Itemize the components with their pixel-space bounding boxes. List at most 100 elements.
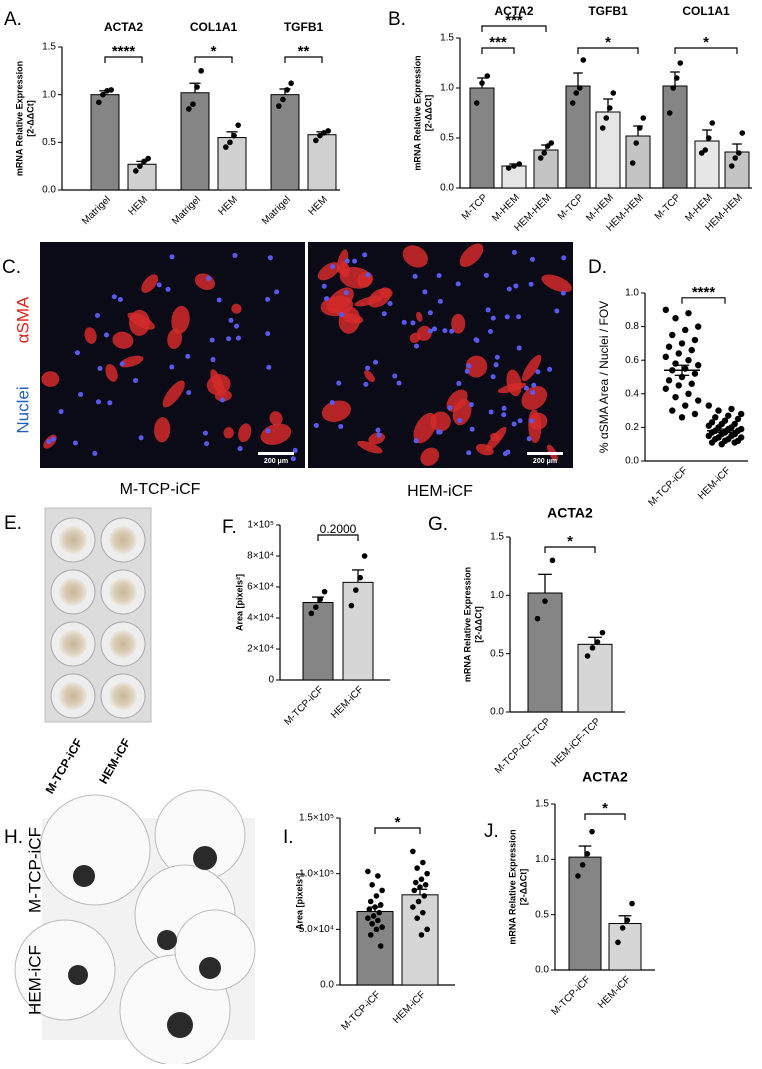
- nucleus: [344, 258, 350, 264]
- nucleus: [396, 380, 402, 386]
- nucleus: [376, 432, 382, 438]
- well: [14, 919, 116, 1021]
- data-point: [629, 160, 636, 166]
- nucleus: [387, 300, 393, 306]
- data-point: [672, 315, 679, 322]
- cell: [342, 313, 364, 324]
- nucleus: [324, 296, 330, 302]
- spheroid: [167, 1012, 193, 1038]
- data-point: [537, 155, 544, 161]
- data-point: [728, 405, 735, 413]
- nucleus: [46, 439, 52, 445]
- spheroid: [73, 865, 95, 887]
- data-point: [691, 410, 699, 418]
- nucleus: [186, 390, 192, 396]
- data-point: [606, 105, 613, 111]
- data-point: [735, 150, 742, 156]
- nucleus: [210, 357, 216, 363]
- bar: [217, 137, 247, 191]
- data-point: [375, 873, 381, 879]
- nucleus: [464, 368, 470, 374]
- data-point: [288, 80, 294, 87]
- nucleus: [119, 361, 125, 367]
- y-axis-label: Area [pixels²]: [294, 873, 304, 930]
- nucleus: [206, 275, 212, 281]
- y-tick-label: 0.0: [535, 965, 549, 976]
- cell: [452, 399, 472, 426]
- nucleus: [330, 264, 336, 270]
- scale-label: 200 μm: [264, 458, 288, 465]
- nucleus: [363, 381, 369, 387]
- nucleus: [216, 297, 222, 303]
- data-point: [678, 414, 686, 421]
- significance-label: ***: [505, 12, 523, 29]
- data-point: [284, 87, 290, 93]
- data-point: [379, 887, 385, 894]
- significance-label: ****: [692, 284, 716, 301]
- x-tick-label: HEM: [126, 194, 150, 218]
- data-point: [484, 73, 491, 79]
- bar: [568, 856, 602, 971]
- cell: [320, 295, 354, 317]
- well-gel: [59, 578, 87, 606]
- y-tick-label: 1.0: [535, 854, 549, 865]
- cell: [206, 374, 231, 396]
- cell: [379, 287, 393, 299]
- nucleus: [219, 397, 225, 403]
- data-point: [731, 439, 738, 446]
- data-point: [411, 887, 418, 894]
- x-tick-label: Matrigel: [260, 194, 293, 227]
- cell: [451, 313, 466, 334]
- data-point: [227, 139, 233, 146]
- data-point: [194, 84, 200, 90]
- y-tick-label: 8×10⁴: [247, 551, 274, 562]
- y-axis-label: Area [pixels²]: [234, 574, 244, 631]
- nucleus: [381, 311, 387, 317]
- data-point: [280, 96, 286, 103]
- nucleus: [362, 252, 368, 258]
- nucleus: [456, 381, 462, 387]
- nucleus: [528, 281, 534, 287]
- data-point: [420, 909, 426, 916]
- data-point: [670, 85, 677, 91]
- y-axis-label: [2-ΔΔCt]: [25, 100, 35, 136]
- nucleus: [339, 312, 345, 318]
- data-point: [370, 913, 377, 919]
- significance-bracket: [481, 47, 515, 54]
- nucleus: [204, 441, 210, 447]
- data-point: [317, 596, 324, 603]
- significance-label: *: [395, 814, 401, 831]
- data-point: [666, 110, 673, 116]
- data-point: [145, 155, 151, 162]
- data-point: [505, 165, 512, 171]
- data-point: [728, 163, 735, 169]
- nucleus: [72, 440, 78, 446]
- data-point: [357, 574, 364, 581]
- data-point: [373, 893, 380, 899]
- nucleus: [422, 289, 428, 295]
- cell: [84, 327, 97, 344]
- y-tick-label: 0.5: [440, 133, 454, 144]
- data-point: [732, 155, 739, 161]
- data-point: [133, 168, 139, 174]
- cell: [112, 331, 134, 349]
- data-point: [715, 407, 722, 414]
- data-point: [366, 906, 373, 913]
- bar: [127, 163, 157, 191]
- data-point: [662, 353, 669, 361]
- data-point: [675, 382, 682, 389]
- y-axis-label: [2-ΔΔCt]: [473, 606, 483, 642]
- nucleus: [560, 290, 566, 296]
- nucleus: [502, 451, 508, 457]
- data-point: [415, 898, 422, 905]
- plate-label: HEM-iCF: [96, 736, 133, 786]
- scale-bar: [527, 452, 563, 455]
- data-point: [685, 309, 692, 317]
- y-tick-label: 1.5: [440, 33, 454, 44]
- y-tick-label: 0: [268, 675, 274, 686]
- y-tick-label: 1.5: [490, 532, 504, 543]
- y-tick-label: 0.4: [625, 388, 639, 399]
- data-point: [377, 943, 384, 949]
- data-point: [589, 828, 595, 835]
- data-point: [685, 390, 692, 397]
